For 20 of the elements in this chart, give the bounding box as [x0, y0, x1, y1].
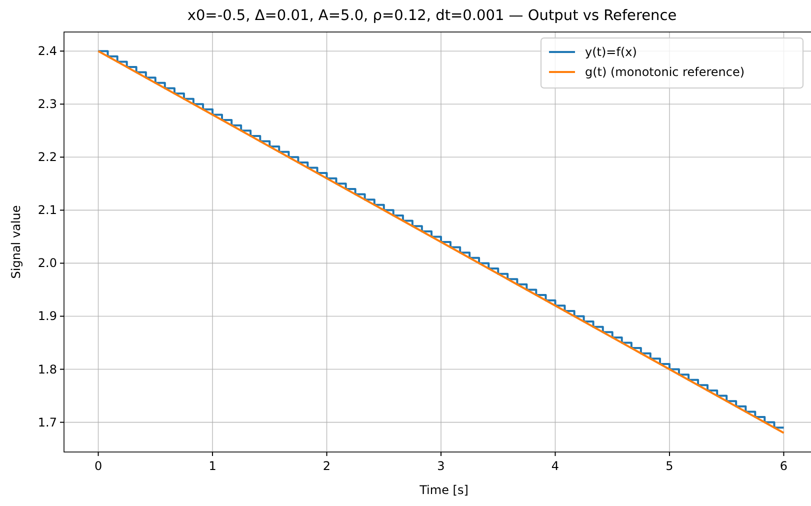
y-tick-label: 2.0 [38, 256, 57, 270]
x-tick-label: 0 [94, 459, 102, 473]
y-tick-label: 1.7 [38, 415, 57, 430]
x-tick-label: 4 [551, 459, 560, 473]
y-tick-label: 1.9 [38, 309, 57, 324]
x-tick-label: 1 [208, 459, 216, 473]
x-tick-label: 2 [322, 459, 331, 473]
y-tick-label: 2.4 [38, 44, 57, 58]
legend-label: y(t)=f(x) [585, 45, 637, 59]
y-tick-label: 2.2 [38, 150, 57, 164]
x-tick-label: 5 [666, 459, 674, 473]
y-axis-title: Signal value [9, 205, 23, 279]
legend-label: g(t) (monotonic reference) [585, 65, 745, 79]
x-tick-label: 6 [780, 459, 788, 473]
y-tick-label: 1.8 [38, 362, 57, 376]
y-tick-label: 2.1 [38, 203, 57, 218]
x-axis-title: Time [s] [418, 483, 468, 497]
y-tick-label: 2.3 [38, 97, 57, 112]
chart-title: x0=-0.5, Δ=0.01, A=5.0, ρ=0.12, dt=0.001 — Output vs Reference [187, 8, 677, 24]
x-tick-label: 3 [437, 459, 445, 473]
